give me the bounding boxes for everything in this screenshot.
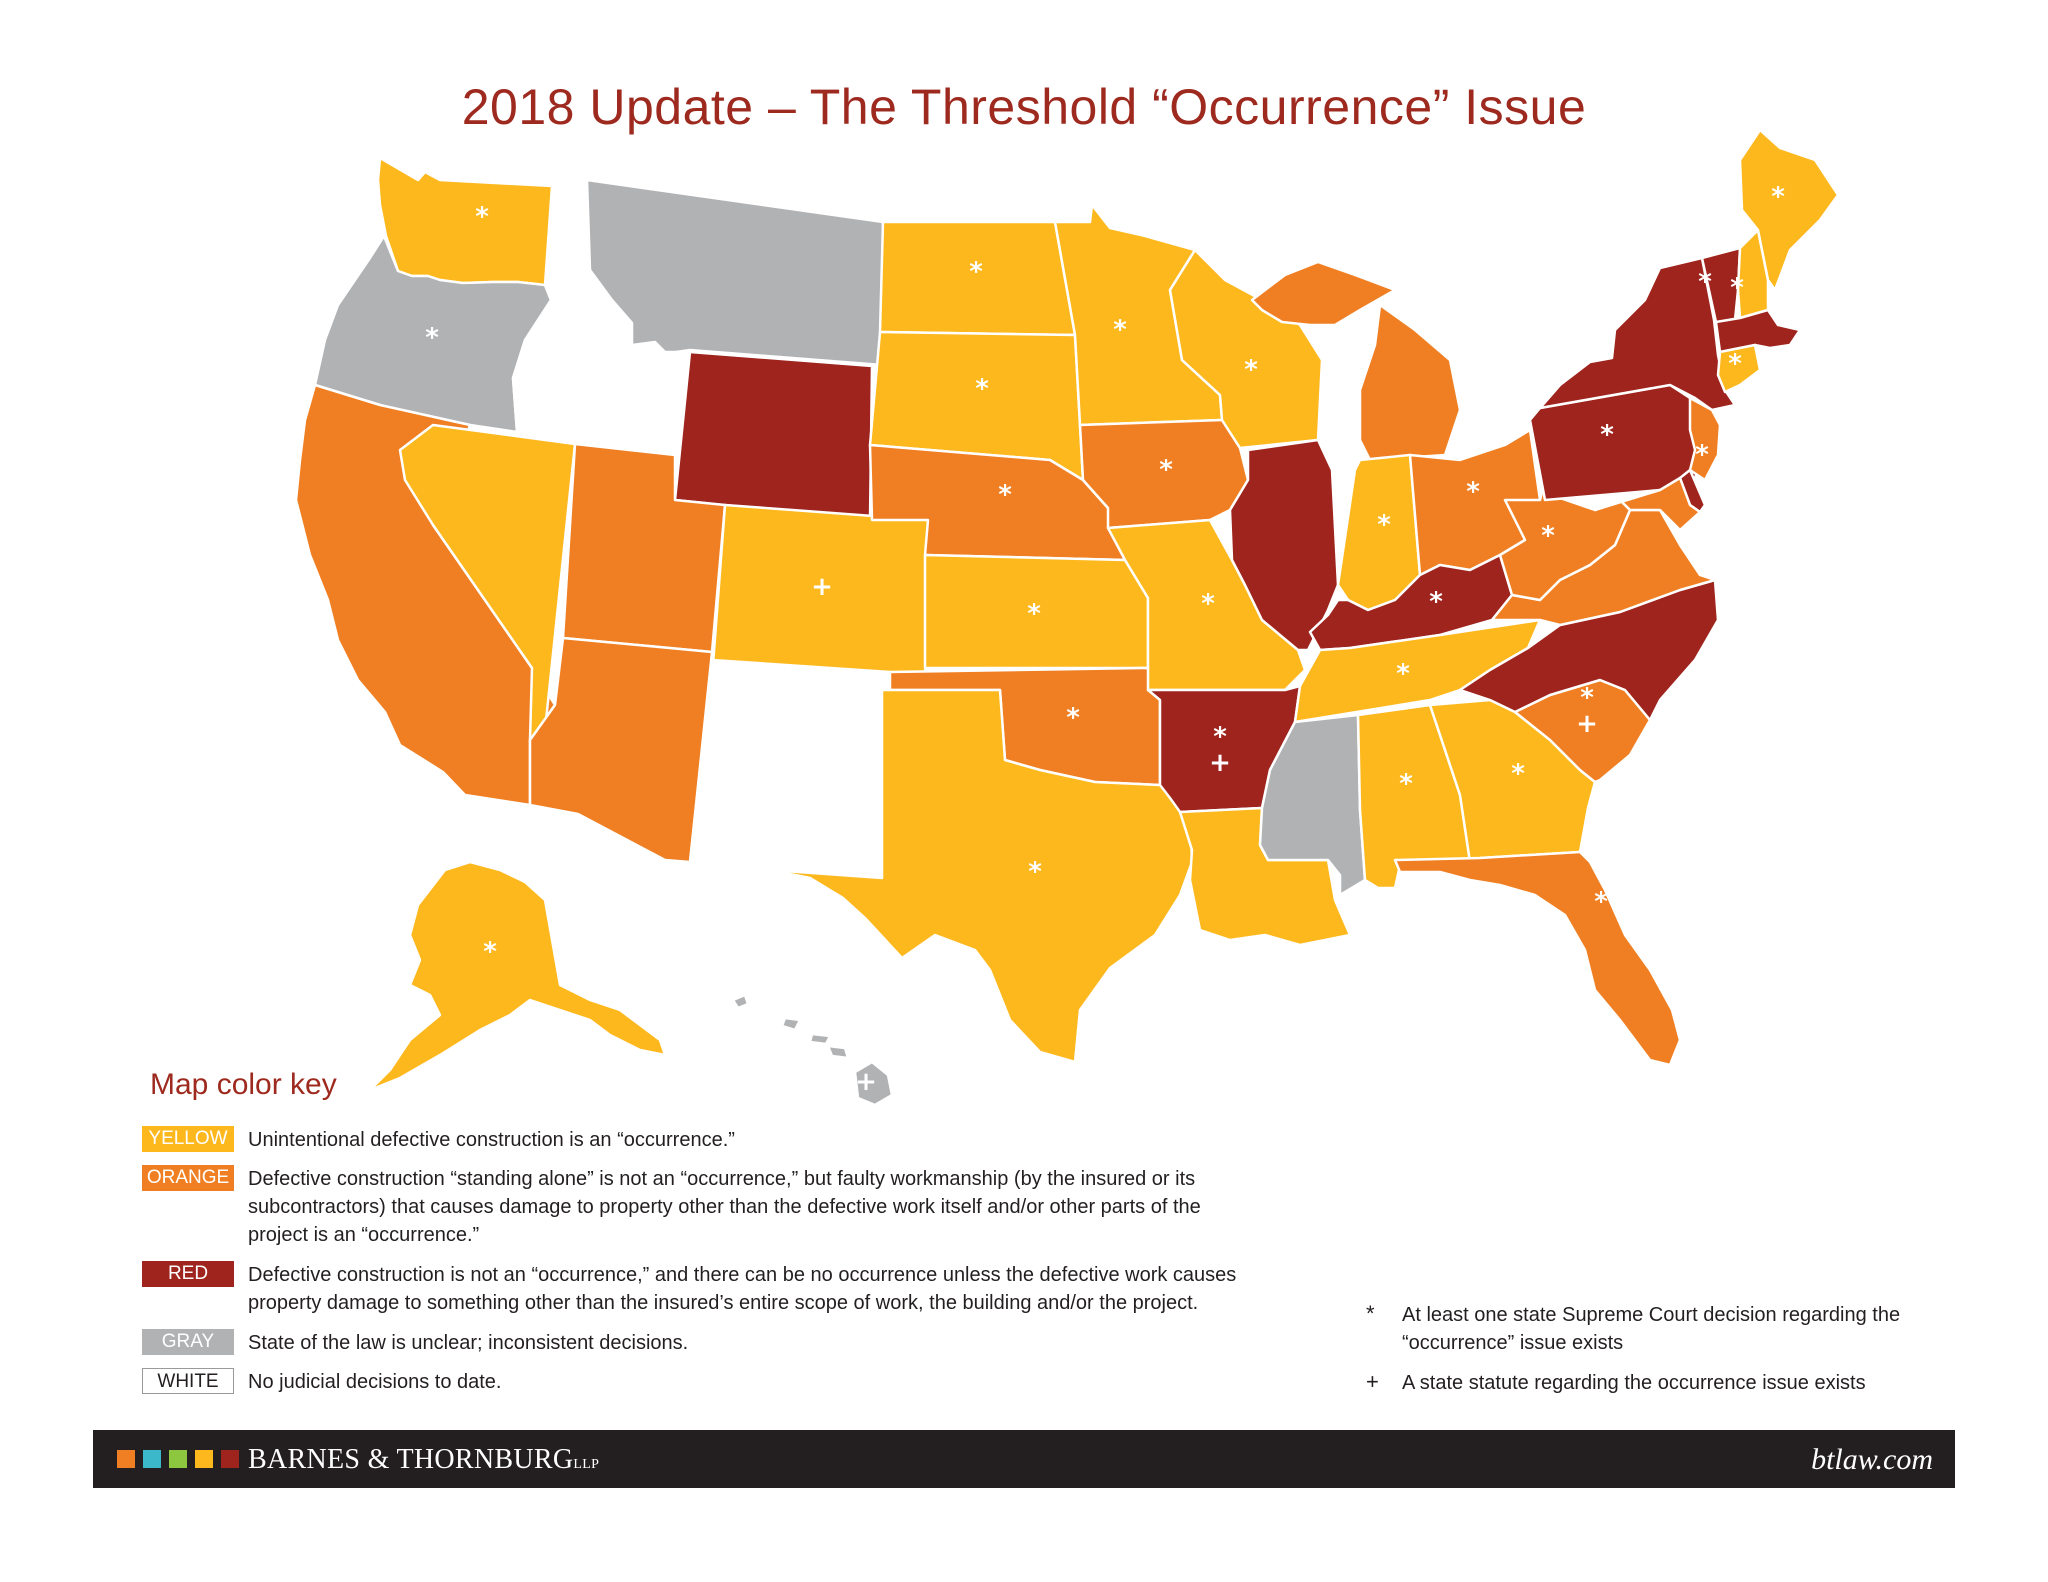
state-michigan[interactable] <box>1250 260 1397 327</box>
state-maine[interactable] <box>1738 128 1840 292</box>
asterisk-marker-north-dakota: * <box>969 257 983 287</box>
state-montana[interactable] <box>585 178 885 367</box>
asterisk-marker-texas: * <box>1028 857 1042 887</box>
key-swatch-yellow: YELLOW <box>142 1126 234 1152</box>
brand-square-teal <box>143 1450 161 1468</box>
asterisk-marker-tennessee: * <box>1396 659 1410 689</box>
brand-square-red <box>221 1450 239 1468</box>
map-key-title: Map color key <box>150 1068 337 1101</box>
asterisk-symbol: * <box>1366 1301 1375 1326</box>
brand-square-orange <box>117 1450 135 1468</box>
key-swatch-white: WHITE <box>142 1368 234 1394</box>
state-shapes <box>294 128 1840 1107</box>
asterisk-marker-iowa: * <box>1159 455 1173 485</box>
state-michigan-lower[interactable] <box>1358 303 1462 462</box>
key-swatch-orange: ORANGE <box>142 1165 234 1191</box>
asterisk-marker-alabama: * <box>1399 769 1413 799</box>
footer-bar: BARNES & THORNBURGLLP btlaw.com <box>93 1430 1955 1488</box>
asterisk-marker-missouri: * <box>1201 589 1215 619</box>
asterisk-marker-kansas: * <box>1027 599 1041 629</box>
brand-square-yellow <box>195 1450 213 1468</box>
asterisk-marker-wisconsin: * <box>1244 355 1258 385</box>
key-text-yellow: Unintentional defective construction is … <box>248 1129 735 1151</box>
state-texas[interactable] <box>768 688 1194 1064</box>
key-text-white: No judicial decisions to date. <box>248 1371 502 1393</box>
state-connecticut[interactable] <box>1716 343 1762 394</box>
page-title: 2018 Update – The Threshold “Occurrence”… <box>461 79 1587 135</box>
plus-symbol: + <box>1366 1369 1379 1394</box>
state-new-mexico[interactable] <box>688 658 892 880</box>
asterisk-marker-arkansas: * <box>1213 722 1227 752</box>
asterisk-marker-oklahoma: * <box>1066 703 1080 733</box>
state-hawaii[interactable] <box>853 1060 894 1107</box>
note-text-statute: A state statute regarding the occurrence… <box>1402 1372 1866 1394</box>
plus-marker-hawaii: + <box>855 1067 877 1097</box>
brand-name: BARNES & THORNBURGLLP <box>248 1444 599 1476</box>
hawaii-small-islands <box>731 993 850 1060</box>
key-text-red: Defective construction is not an “occurr… <box>248 1264 1237 1314</box>
note-text-supreme-court: At least one state Supreme Court decisio… <box>1402 1304 1901 1354</box>
website-link[interactable]: btlaw.com <box>1811 1443 1933 1476</box>
state-illinois[interactable] <box>1228 438 1340 652</box>
key-swatch-red: RED <box>142 1261 234 1287</box>
asterisk-marker-nebraska: * <box>998 480 1012 510</box>
state-maryland[interactable] <box>1593 476 1702 532</box>
plus-marker-south-carolina: + <box>1576 709 1598 739</box>
state-florida[interactable] <box>1393 850 1682 1067</box>
asterisk-marker-minnesota: * <box>1113 315 1127 345</box>
asterisk-marker-ohio: * <box>1466 477 1480 507</box>
state-nevada[interactable] <box>398 423 577 742</box>
state-missouri[interactable] <box>1106 518 1307 692</box>
key-text-orange: Defective construction “standing alone” … <box>248 1168 1201 1246</box>
asterisk-marker-kentucky: * <box>1429 587 1443 617</box>
asterisk-marker-georgia: * <box>1511 759 1525 789</box>
brand-suffix: LLP <box>573 1457 600 1472</box>
key-text-gray: State of the law is unclear; inconsisten… <box>248 1332 689 1354</box>
asterisk-marker-pennsylvania: * <box>1600 420 1614 450</box>
state-wyoming[interactable] <box>673 350 874 522</box>
asterisk-marker-south-dakota: * <box>975 374 989 404</box>
asterisk-marker-florida: * <box>1594 887 1608 917</box>
asterisk-marker-new-hampshire: * <box>1730 273 1744 303</box>
plus-marker-arkansas: + <box>1209 748 1231 778</box>
plus-marker-colorado: + <box>811 572 833 602</box>
asterisk-marker-oregon: * <box>425 323 439 353</box>
asterisk-marker-west-virginia: * <box>1541 521 1555 551</box>
state-vermont[interactable] <box>1700 246 1742 324</box>
state-arizona[interactable] <box>528 636 714 864</box>
asterisk-marker-indiana: * <box>1377 510 1391 540</box>
state-alaska[interactable] <box>368 860 667 1092</box>
state-new-jersey[interactable] <box>1688 396 1722 482</box>
asterisk-marker-connecticut: * <box>1728 349 1742 379</box>
brand-text: BARNES & THORNBURG <box>248 1444 574 1475</box>
asterisk-marker-washington: * <box>475 202 489 232</box>
key-swatch-gray: GRAY <box>142 1329 234 1355</box>
asterisk-marker-south-carolina: * <box>1580 683 1594 713</box>
asterisk-marker-maine: * <box>1771 182 1785 212</box>
asterisk-marker-new-jersey: * <box>1695 440 1709 470</box>
state-markers: **+**********+****** ***+*** *****+ <box>425 182 1785 1097</box>
asterisk-marker-vermont: * <box>1698 267 1712 297</box>
asterisk-marker-alaska: * <box>483 937 497 967</box>
state-washington[interactable] <box>376 156 554 287</box>
brand-square-green <box>169 1450 187 1468</box>
